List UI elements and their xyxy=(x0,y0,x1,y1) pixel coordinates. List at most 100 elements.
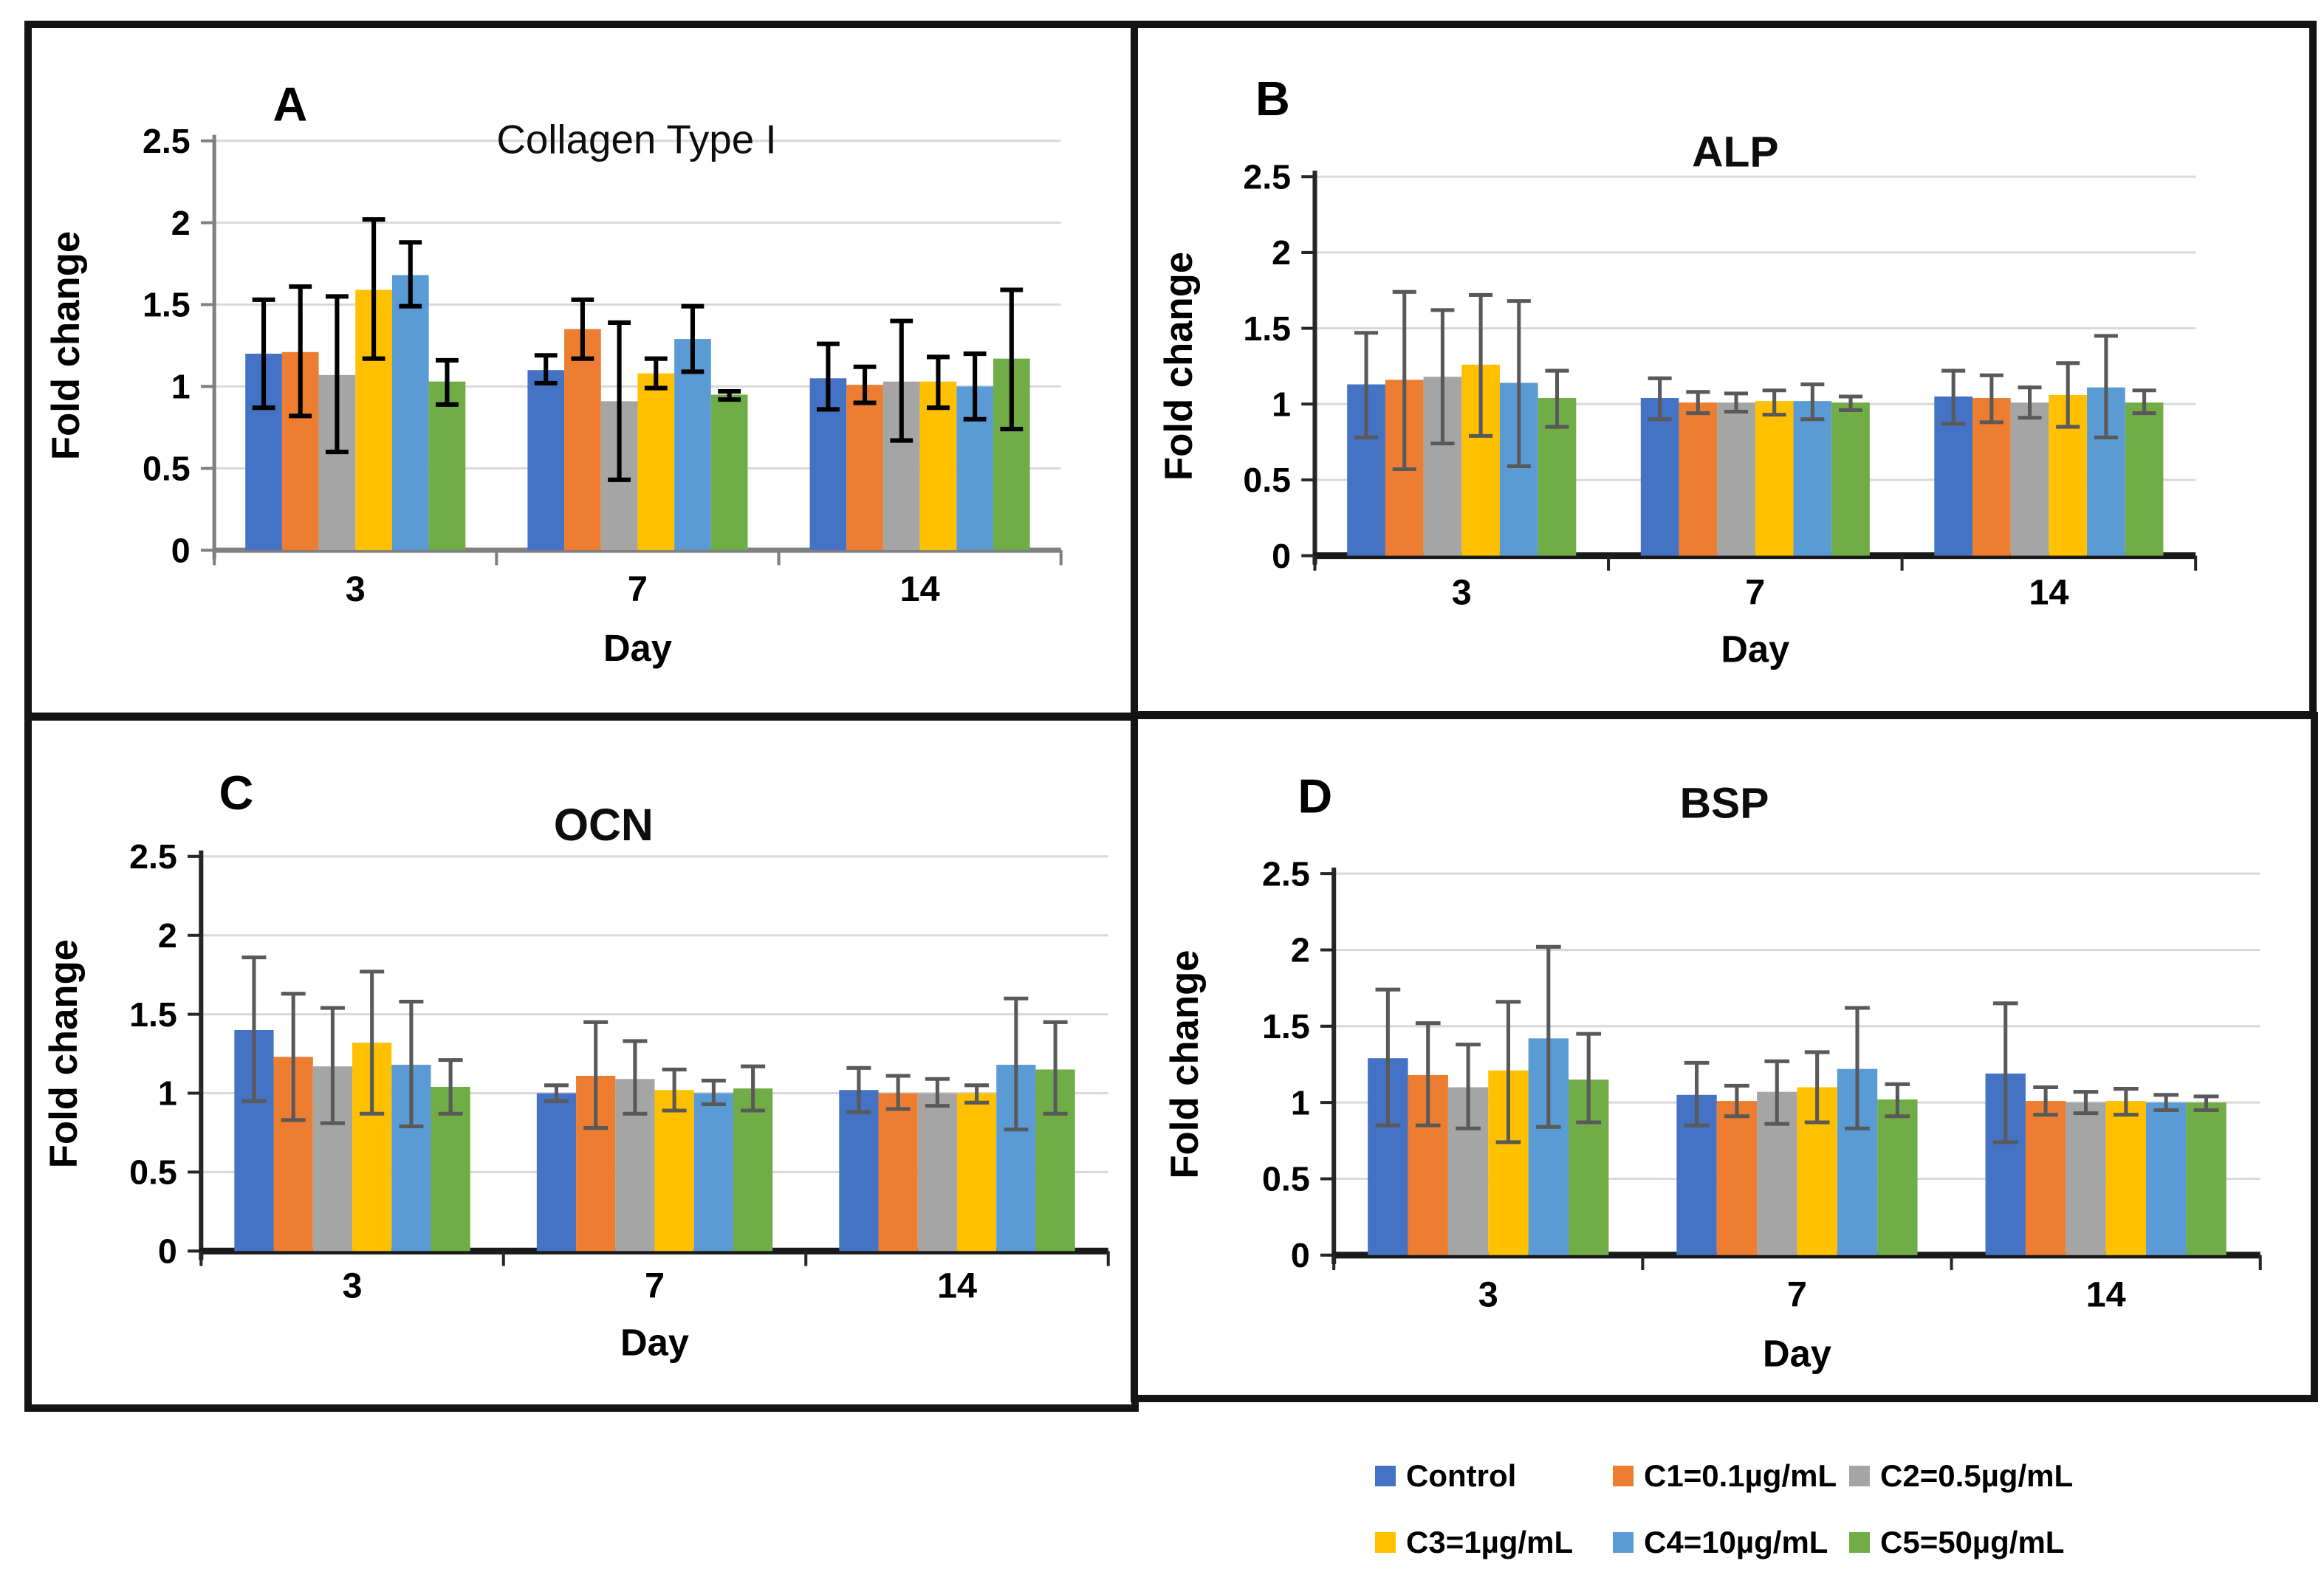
y-tick-label: 0 xyxy=(171,531,191,569)
bar-c3-1-g-ml-day7 xyxy=(654,1090,694,1252)
bar-control-day7 xyxy=(527,370,565,551)
legend-row-2: C3=1µg/mL C4=10µg/mL C5=50µg/mL xyxy=(1375,1509,2130,1576)
error-bar-c5-50-g-ml-day3 xyxy=(1576,1032,1602,1125)
error-bar-c3-1-g-ml-day3 xyxy=(1469,292,1493,438)
y-tick-label: 1 xyxy=(171,368,191,406)
error-bar-c1-0-1-g-ml-day7 xyxy=(1686,390,1710,416)
legend-label-c4: C4=10µg/mL xyxy=(1644,1525,1828,1559)
error-bar-c3-1-g-ml-day3 xyxy=(1495,1000,1521,1144)
bar-c5-50-g-ml-day7 xyxy=(710,394,748,551)
error-bar-c5-50-g-ml-day7 xyxy=(718,388,741,402)
y-tick-label: 1.5 xyxy=(129,995,177,1034)
error-bar-c2-0-5-g-ml-day14 xyxy=(2073,1090,2099,1116)
bar-c4-10-g-ml-day7 xyxy=(674,339,711,551)
bar-c1-0-1-g-ml-day14 xyxy=(846,385,883,551)
error-bar-c2-0-5-g-ml-day7 xyxy=(608,320,631,482)
bar-c1-0-1-g-ml-day14 xyxy=(1972,398,2011,556)
x-axis-label: Day xyxy=(1721,628,1789,670)
legend-row-1: Control C1=0.1µg/mL C2=0.5µg/mL xyxy=(1375,1443,2130,1509)
legend-item-c1: C1=0.1µg/mL xyxy=(1613,1461,1849,1492)
error-bar-c4-10-g-ml-day14 xyxy=(1004,996,1029,1132)
legend-item-c3: C3=1µg/mL xyxy=(1375,1527,1613,1558)
error-bar-control-day7 xyxy=(1684,1060,1710,1128)
x-axis-label: Day xyxy=(603,627,672,669)
chart-title-a: Collagen Type I xyxy=(496,116,776,162)
x-axis-label: Day xyxy=(1763,1332,1831,1374)
y-tick-label: 0.5 xyxy=(143,449,191,487)
error-bar-c4-10-g-ml-day14 xyxy=(2153,1093,2179,1113)
bar-c1-0-1-g-ml-day7 xyxy=(1716,1101,1758,1255)
error-bar-c3-1-g-ml-day14 xyxy=(2056,361,2080,429)
y-tick-label: 0 xyxy=(1272,537,1291,575)
chart-title-d: BSP xyxy=(1680,779,1769,827)
error-bar-c4-10-g-ml-day3 xyxy=(1535,944,1561,1129)
bar-c2-0-5-g-ml-day14 xyxy=(917,1093,957,1252)
y-axis-label: Fold change xyxy=(1157,252,1201,481)
x-category-label-day-14: 14 xyxy=(937,1266,977,1306)
error-bar-c4-10-g-ml-day3 xyxy=(399,240,422,309)
error-bar-control-day14 xyxy=(846,1065,871,1114)
error-bar-control-day3 xyxy=(241,955,267,1103)
panel-collagen-type-1: 0 0.5 1 1.5 2 2.5 3 7 14 A Collagen Type I Fold cha… xyxy=(24,21,1139,720)
y-tick-label: 0 xyxy=(1291,1236,1310,1274)
error-bar-c2-0-5-g-ml-day14 xyxy=(890,318,914,443)
error-bar-c1-0-1-g-ml-day3 xyxy=(1415,1021,1441,1128)
legend-item-control: Control xyxy=(1375,1461,1613,1492)
error-bar-control-day7 xyxy=(544,1083,569,1103)
y-axis-label: Fold change xyxy=(1163,950,1207,1178)
legend-swatch-c3 xyxy=(1375,1532,1396,1553)
panel-bsp: 0 0.5 1 1.5 2 2.5 3 7 14 D BSP Fold change Day xyxy=(1131,712,2318,1402)
legend-swatch-c1 xyxy=(1613,1466,1634,1486)
error-bar-c4-10-g-ml-day7 xyxy=(701,1078,726,1107)
y-tick-label: 1 xyxy=(1272,385,1291,423)
chart-panel-b: 0 0.5 1 1.5 2 2.5 3 7 14 B ALP Fold change Day xyxy=(1157,72,2198,670)
panel-alp: 0 0.5 1 1.5 2 2.5 3 7 14 B ALP Fold change Day xyxy=(1131,21,2317,718)
panel-letter-a: A xyxy=(272,77,307,131)
error-bar-c3-1-g-ml-day7 xyxy=(1804,1050,1830,1125)
error-bar-c2-0-5-g-ml-day3 xyxy=(1430,308,1455,446)
error-bar-c3-1-g-ml-day7 xyxy=(1762,388,1786,417)
y-tick-label: 2 xyxy=(1272,233,1291,272)
bar-c3-1-g-ml-day14 xyxy=(956,1093,997,1252)
bar-c1-0-1-g-ml-day14 xyxy=(878,1093,918,1252)
y-tick-label: 0 xyxy=(158,1232,177,1271)
error-bar-c2-0-5-g-ml-day14 xyxy=(925,1077,950,1108)
error-bar-c2-0-5-g-ml-day3 xyxy=(1456,1043,1481,1130)
x-category-label-day-3: 3 xyxy=(1478,1275,1498,1315)
legend-swatch-c5 xyxy=(1849,1532,1870,1553)
error-bar-c5-50-g-ml-day14 xyxy=(1000,287,1024,432)
x-category-label-day-7: 7 xyxy=(1787,1275,1807,1315)
error-bar-control-day14 xyxy=(1941,368,1966,426)
error-bar-c1-0-1-g-ml-day14 xyxy=(2033,1085,2058,1117)
bar-c4-10-g-ml-day14 xyxy=(2145,1102,2187,1255)
bar-c5-50-g-ml-day7 xyxy=(1877,1099,1918,1255)
bar-c2-0-5-g-ml-day14 xyxy=(2066,1102,2106,1255)
chart-panel-a: 0 0.5 1 1.5 2 2.5 3 7 14 A Collagen Type I Fold cha… xyxy=(44,77,1063,669)
y-tick-label: 2 xyxy=(1291,931,1310,969)
bar-c5-50-g-ml-day3 xyxy=(428,381,466,551)
x-category-label-day-3: 3 xyxy=(346,569,366,609)
error-bar-c1-0-1-g-ml-day3 xyxy=(1392,289,1416,472)
bar-c4-10-g-ml-day7 xyxy=(1793,401,1832,556)
bar-control-day7 xyxy=(536,1093,577,1252)
error-bar-control-day7 xyxy=(1648,376,1672,422)
y-tick-label: 2.5 xyxy=(143,122,191,160)
legend-swatch-c2 xyxy=(1849,1466,1870,1486)
error-bar-c3-1-g-ml-day7 xyxy=(662,1067,687,1113)
error-bar-control-day3 xyxy=(252,297,275,411)
error-bar-c1-0-1-g-ml-day7 xyxy=(583,1020,609,1130)
panel-letter-d: D xyxy=(1298,769,1332,823)
legend-label-c5: C5=50µg/mL xyxy=(1880,1525,2065,1559)
error-bar-c5-50-g-ml-day7 xyxy=(741,1064,766,1113)
error-bar-control-day14 xyxy=(817,341,840,412)
error-bar-control-day3 xyxy=(1354,331,1379,439)
error-bar-c1-0-1-g-ml-day14 xyxy=(853,364,877,405)
x-category-label-day-14: 14 xyxy=(2086,1275,2126,1315)
bar-c3-1-g-ml-day7 xyxy=(1755,401,1794,556)
error-bar-c3-1-g-ml-day14 xyxy=(964,1083,990,1105)
error-bar-control-day14 xyxy=(1992,1001,2018,1144)
y-tick-label: 1.5 xyxy=(1262,1007,1310,1046)
bar-control-day7 xyxy=(1640,398,1679,556)
y-tick-label: 1 xyxy=(158,1074,177,1113)
y-axis-label: Fold change xyxy=(44,231,88,460)
